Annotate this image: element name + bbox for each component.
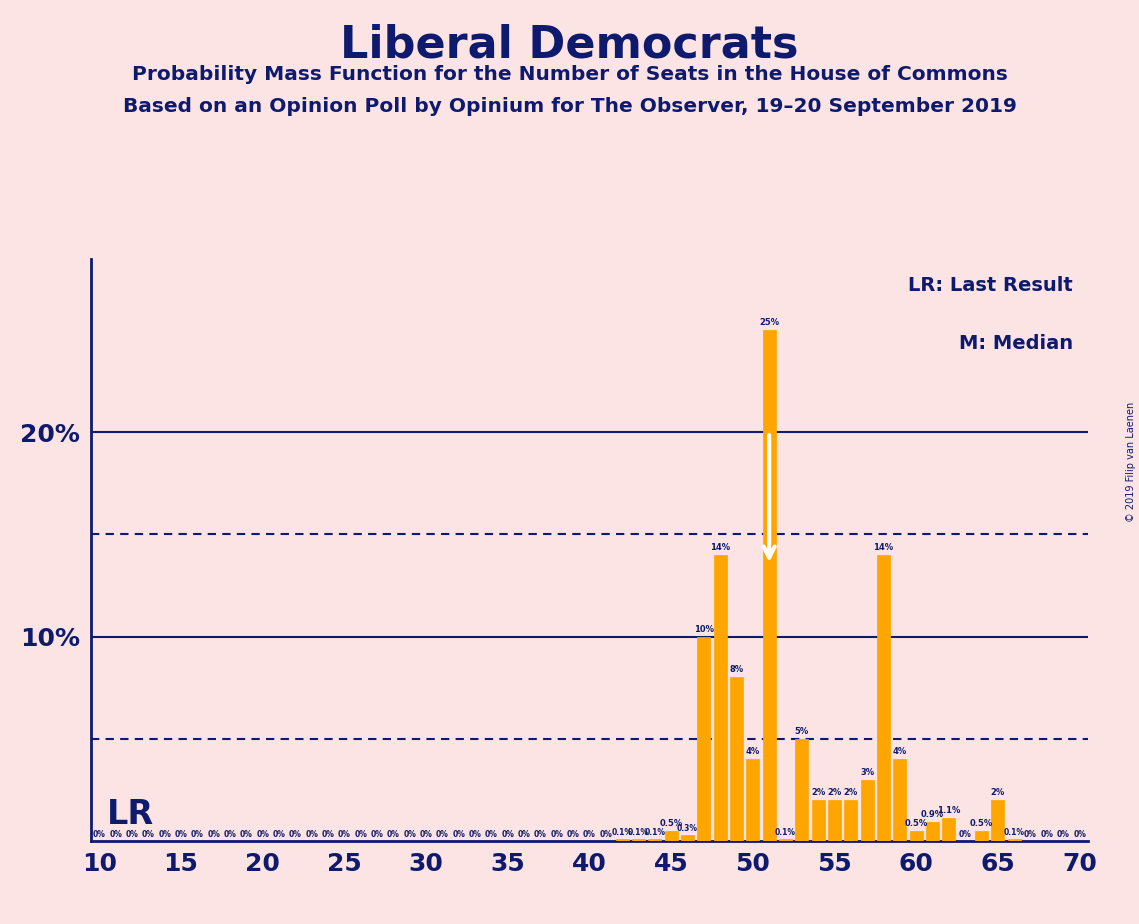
Text: 0%: 0% xyxy=(485,830,498,839)
Text: 0%: 0% xyxy=(517,830,531,839)
Text: 0%: 0% xyxy=(321,830,335,839)
Bar xyxy=(1008,839,1021,841)
Bar xyxy=(926,822,939,841)
Text: 0%: 0% xyxy=(550,830,563,839)
Text: 0%: 0% xyxy=(158,830,171,839)
Text: 0.1%: 0.1% xyxy=(1003,828,1025,837)
Text: 0.3%: 0.3% xyxy=(677,824,698,833)
Text: 14%: 14% xyxy=(710,542,730,552)
Text: 0%: 0% xyxy=(354,830,367,839)
Text: 0.1%: 0.1% xyxy=(775,828,796,837)
Text: 14%: 14% xyxy=(874,542,894,552)
Text: 0%: 0% xyxy=(125,830,139,839)
Bar xyxy=(779,839,792,841)
Text: 0%: 0% xyxy=(534,830,547,839)
Text: 0.1%: 0.1% xyxy=(628,828,649,837)
Bar xyxy=(681,834,694,841)
Text: 0%: 0% xyxy=(1040,830,1054,839)
Bar xyxy=(632,839,645,841)
Text: M: Median: M: Median xyxy=(959,334,1073,353)
Text: Liberal Democrats: Liberal Democrats xyxy=(341,23,798,67)
Text: 0.5%: 0.5% xyxy=(659,819,682,828)
Bar xyxy=(746,760,760,841)
Text: 8%: 8% xyxy=(729,665,744,675)
Text: 0%: 0% xyxy=(370,830,384,839)
Bar xyxy=(942,819,956,841)
Bar xyxy=(910,831,923,841)
Text: 1.1%: 1.1% xyxy=(937,807,960,815)
Text: 0%: 0% xyxy=(468,830,482,839)
Text: 0%: 0% xyxy=(452,830,465,839)
Bar xyxy=(991,800,1005,841)
Text: 0.5%: 0.5% xyxy=(904,819,928,828)
Text: 0%: 0% xyxy=(256,830,269,839)
Text: 2%: 2% xyxy=(827,788,842,796)
Text: 5%: 5% xyxy=(795,726,809,736)
Text: 0%: 0% xyxy=(501,830,514,839)
Bar xyxy=(812,800,825,841)
Text: 4%: 4% xyxy=(893,748,907,756)
Text: 0%: 0% xyxy=(567,830,580,839)
Text: 2%: 2% xyxy=(811,788,826,796)
Text: 2%: 2% xyxy=(991,788,1005,796)
Text: 0%: 0% xyxy=(387,830,400,839)
Text: 0%: 0% xyxy=(240,830,253,839)
Bar xyxy=(877,555,890,841)
Text: 0%: 0% xyxy=(191,830,204,839)
Text: 0%: 0% xyxy=(305,830,318,839)
Text: 0%: 0% xyxy=(207,830,220,839)
Text: 0%: 0% xyxy=(436,830,449,839)
Text: 0.1%: 0.1% xyxy=(612,828,632,837)
Text: 0.1%: 0.1% xyxy=(645,828,665,837)
Text: 10%: 10% xyxy=(694,625,714,634)
Text: 0%: 0% xyxy=(959,830,972,839)
Text: 0%: 0% xyxy=(1024,830,1036,839)
Text: 0%: 0% xyxy=(223,830,237,839)
Text: 0%: 0% xyxy=(338,830,351,839)
Bar xyxy=(828,800,841,841)
Bar xyxy=(763,330,776,841)
Bar xyxy=(730,677,743,841)
Bar xyxy=(714,555,727,841)
Bar xyxy=(893,760,907,841)
Bar xyxy=(795,738,809,841)
Text: 0%: 0% xyxy=(174,830,188,839)
Text: Based on an Opinion Poll by Opinium for The Observer, 19–20 September 2019: Based on an Opinion Poll by Opinium for … xyxy=(123,97,1016,116)
Text: 0%: 0% xyxy=(289,830,302,839)
Bar xyxy=(648,839,662,841)
Text: 0%: 0% xyxy=(403,830,416,839)
Text: 0%: 0% xyxy=(93,830,106,839)
Text: Probability Mass Function for the Number of Seats in the House of Commons: Probability Mass Function for the Number… xyxy=(132,65,1007,84)
Text: 0.9%: 0.9% xyxy=(921,810,944,820)
Bar xyxy=(664,831,678,841)
Bar xyxy=(615,839,629,841)
Bar xyxy=(697,637,711,841)
Bar xyxy=(861,780,874,841)
Text: 0%: 0% xyxy=(142,830,155,839)
Text: LR: LR xyxy=(107,797,154,831)
Text: 0%: 0% xyxy=(272,830,286,839)
Text: 0.5%: 0.5% xyxy=(970,819,993,828)
Text: 0%: 0% xyxy=(1073,830,1085,839)
Text: 2%: 2% xyxy=(844,788,858,796)
Text: 0%: 0% xyxy=(419,830,433,839)
Bar xyxy=(975,831,988,841)
Text: 0%: 0% xyxy=(583,830,596,839)
Text: 0%: 0% xyxy=(109,830,122,839)
Text: 3%: 3% xyxy=(860,768,875,776)
Text: © 2019 Filip van Laenen: © 2019 Filip van Laenen xyxy=(1125,402,1136,522)
Text: 0%: 0% xyxy=(599,830,612,839)
Text: 25%: 25% xyxy=(759,318,779,327)
Text: LR: Last Result: LR: Last Result xyxy=(908,276,1073,295)
Text: 0%: 0% xyxy=(1057,830,1070,839)
Bar xyxy=(844,800,858,841)
Text: 4%: 4% xyxy=(746,748,760,756)
